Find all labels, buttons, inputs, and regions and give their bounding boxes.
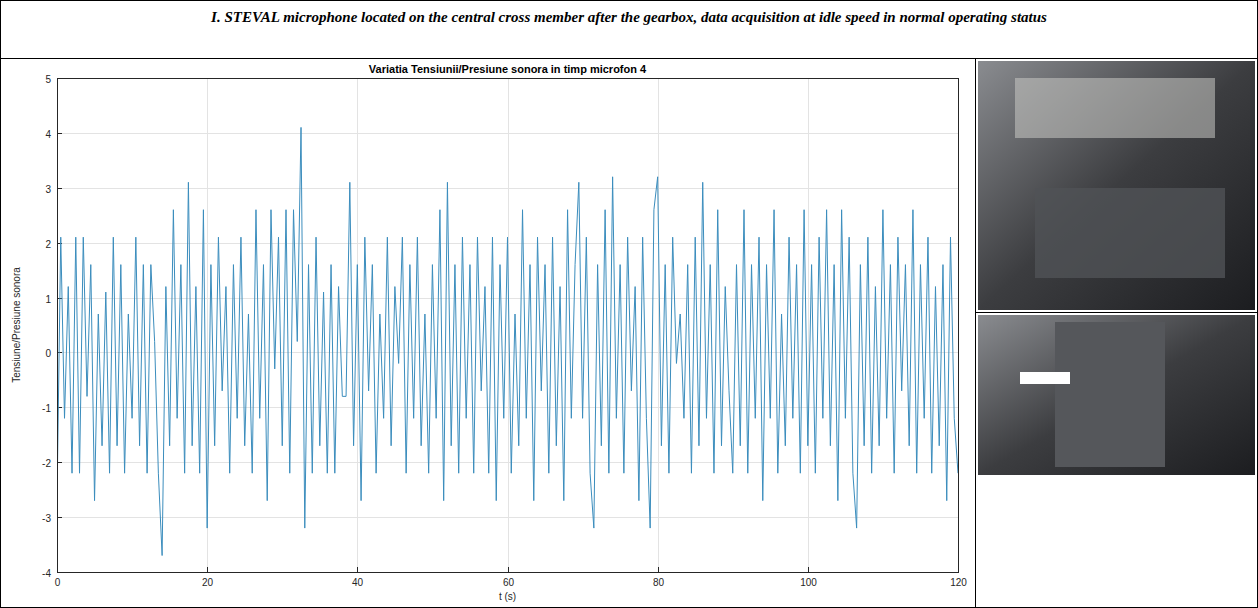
tick-label: 40 [352,577,364,588]
tick-label: 4 [45,129,51,140]
tick-label: -3 [42,513,51,524]
tick-label: 2 [45,239,51,250]
photo [978,61,1255,310]
grid-line [808,78,809,572]
photo-detail [1035,188,1225,278]
grid-line [57,462,958,463]
plot-area [57,78,958,572]
tick-label: 0 [55,577,61,588]
tick-label: 0 [45,348,51,359]
axes-box [58,79,959,573]
tick-label: 20 [202,577,214,588]
tick-label: 120 [950,577,967,588]
row-border [0,58,1258,59]
photo-border [975,312,1258,313]
tick [658,567,659,572]
tick-label: 1 [45,294,51,305]
tick-label: -2 [42,458,51,469]
column-border [975,58,976,608]
header-line: I. STEVAL microphone located on the cent… [210,9,1047,25]
x-axis-title: t (s) [499,591,516,602]
tick-label: -1 [42,403,51,414]
grid-line [57,517,958,518]
tick [508,567,509,572]
chart: 0 20 40 60 80 100 120 -4 -3 -2 -1 0 1 2 3 4 5 Variatia Te… [11,63,967,602]
grid-line [57,298,958,299]
photo-detail [1055,322,1165,467]
tick-label: 60 [503,577,515,588]
table-borders [0,1,1258,608]
table-border [1,1,1258,608]
grid-line [57,133,958,134]
photo-placeholder [978,61,1255,310]
photo-detail [1015,78,1215,138]
tick-label: 3 [45,184,51,195]
tick [808,567,809,572]
grid-line [658,78,659,572]
ticks [57,79,959,573]
tick-label: 100 [800,577,817,588]
tick-label: 80 [653,577,665,588]
chart-title: Variatia Tensiunii/Presiune sonora in ti… [369,63,647,75]
page: I. STEVAL microphone located on the cent… [0,0,1258,608]
photo [978,315,1255,475]
tick [357,567,358,572]
y-axis-title: Tensiune/Presiune sonora [11,267,22,383]
photo-placeholder [978,315,1255,475]
tick-label: -4 [42,568,51,579]
tick-label: 5 [45,74,51,85]
photo-detail [1020,372,1070,384]
grid [57,78,959,573]
grid-line [57,188,958,189]
series-group [57,127,958,555]
grid-line [57,352,958,353]
tick [207,567,208,572]
data-line [57,127,958,555]
header-title: I. STEVAL microphone located on the cent… [210,9,1047,25]
